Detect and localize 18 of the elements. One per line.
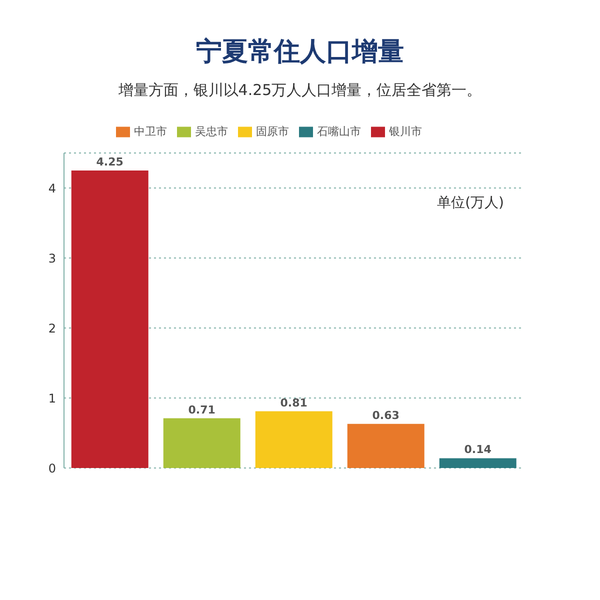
data-label: 0.63	[372, 408, 400, 422]
chart-title: 宁夏常住人口增量	[195, 36, 405, 69]
data-label: 0.71	[188, 403, 216, 416]
legend-label: 中卫市	[134, 125, 167, 138]
legend-label: 固原市	[256, 125, 289, 138]
y-tick-label: 2	[48, 321, 56, 336]
legend-label: 吴忠市	[195, 125, 228, 138]
annotation: 单位(万人)	[437, 194, 504, 212]
chart-subtitle: 增量方面，银川以4.25万人人口增量，位居全省第一。	[117, 81, 483, 100]
legend-label: 银川市	[389, 125, 422, 138]
y-tick-label: 3	[48, 251, 56, 266]
y-tick-label: 0	[48, 461, 56, 476]
legend-label: 石嘴山市	[317, 125, 361, 138]
data-label: 0.81	[280, 396, 308, 410]
data-label: 4.25	[96, 156, 124, 168]
data-label: 0.14	[464, 443, 492, 456]
y-tick-label: 1	[48, 391, 56, 406]
y-tick-label: 4	[48, 181, 56, 196]
